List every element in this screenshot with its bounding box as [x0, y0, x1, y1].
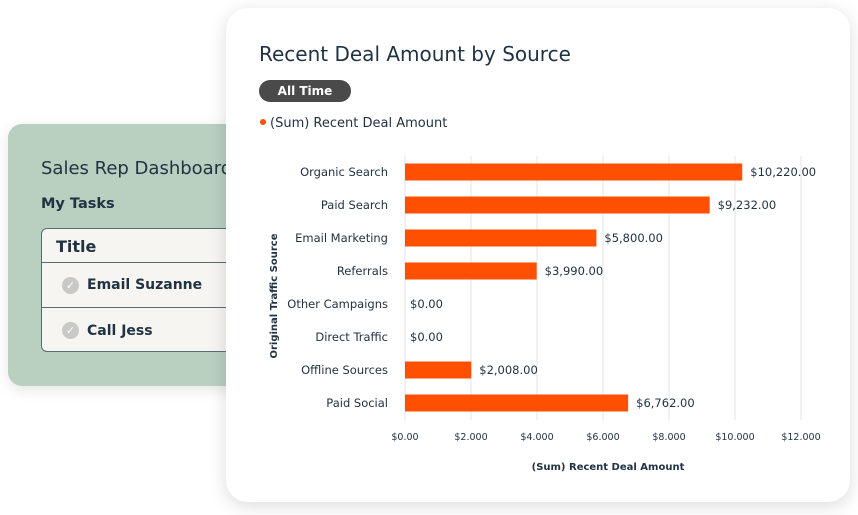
category-label: Organic Search [300, 165, 388, 179]
x-tick-label: $6.000 [586, 432, 619, 443]
bar[interactable] [405, 229, 597, 247]
value-label: $2,008.00 [479, 363, 538, 377]
value-label: $0.00 [410, 330, 443, 344]
y-axis-title: Original Traffic Source [269, 233, 280, 358]
bars [405, 163, 743, 412]
task-row[interactable]: ✓ Email Suzanne [42, 263, 300, 308]
dashboard-title: Sales Rep Dashboard [41, 158, 233, 179]
task-label: Email Suzanne [87, 277, 203, 293]
check-circle-icon[interactable]: ✓ [62, 276, 79, 294]
my-tasks-heading: My Tasks [41, 196, 115, 212]
chart-title: Recent Deal Amount by Source [259, 42, 571, 66]
category-label: Other Campaigns [287, 297, 388, 311]
x-tick-label: $0.00 [391, 432, 418, 443]
task-label: Call Jess [87, 322, 153, 339]
category-label: Email Marketing [295, 231, 388, 245]
category-labels: Organic Search Paid Search Email Marketing… [287, 165, 388, 410]
gridlines [404, 156, 802, 420]
value-label: $6,762.00 [636, 396, 695, 410]
value-label: $5,800.00 [604, 231, 663, 245]
legend-label: (Sum) Recent Deal Amount [270, 116, 447, 131]
category-label: Paid Social [326, 396, 388, 410]
value-label: $10,220.00 [750, 165, 816, 179]
x-tick-label: $10.000 [715, 432, 754, 443]
bar-chart: Recent Deal Amount by Source All Time (S… [259, 42, 821, 473]
legend-marker [260, 119, 266, 125]
legend: (Sum) Recent Deal Amount [260, 116, 447, 131]
chart-card: Recent Deal Amount by Source All Time (S… [226, 8, 850, 502]
time-filter-pill-bg[interactable] [259, 80, 351, 102]
value-label: $9,232.00 [718, 198, 777, 212]
tasks-table-header: Title [42, 229, 300, 263]
bar[interactable] [405, 163, 743, 181]
time-filter-pill[interactable]: All Time [259, 80, 351, 102]
x-axis-title: (Sum) Recent Deal Amount [532, 462, 685, 473]
category-label: Offline Sources [301, 363, 388, 377]
bar[interactable] [405, 262, 537, 280]
x-axis-ticks: $0.00 $2.000 $4.000 $6.000 $8.000 $10.000 $12.… [391, 432, 820, 443]
x-tick-label: $8.000 [652, 432, 685, 443]
category-label: Referrals [337, 264, 388, 278]
value-labels: $10,220.00 $9,232.00 $5,800.00 $3,990.00 $0.… [410, 165, 816, 410]
category-label: Direct Traffic [315, 330, 388, 344]
x-tick-label: $2.000 [454, 432, 487, 443]
value-label: $0.00 [410, 297, 443, 311]
bar[interactable] [405, 361, 472, 379]
check-circle-icon[interactable]: ✓ [62, 322, 79, 339]
x-tick-label: $12.000 [781, 432, 820, 443]
x-tick-label: $4.000 [520, 432, 553, 443]
bar[interactable] [405, 394, 629, 412]
value-label: $3,990.00 [545, 264, 604, 278]
task-row[interactable]: ✓ Call Jess [42, 308, 300, 351]
time-filter-label[interactable]: All Time [278, 84, 333, 98]
bar[interactable] [405, 196, 710, 214]
category-label: Paid Search [321, 198, 388, 212]
